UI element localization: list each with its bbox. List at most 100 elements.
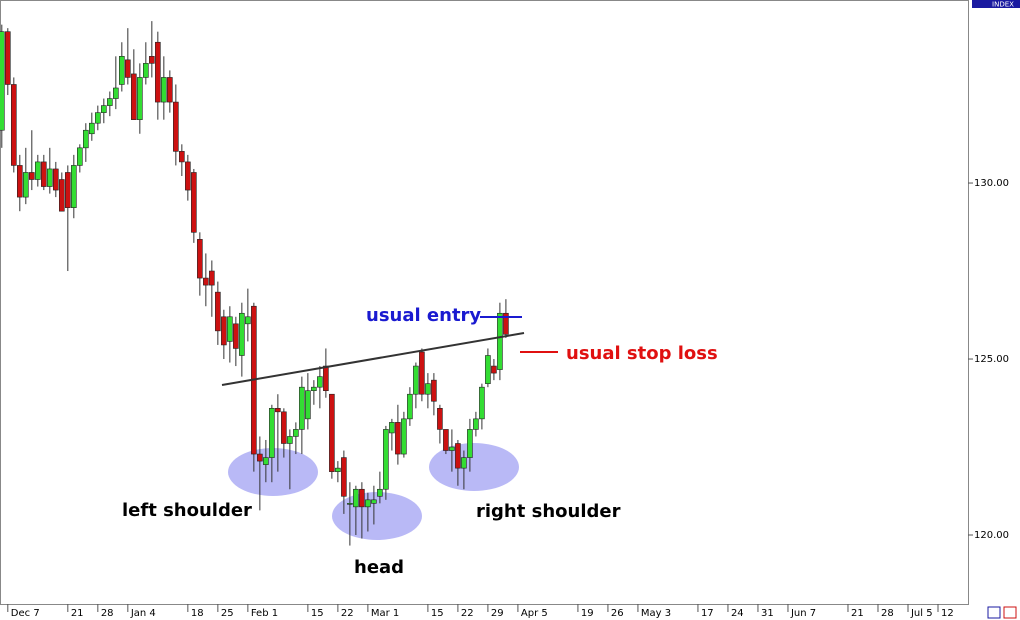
x-tick-label: Dec 7 — [11, 608, 40, 619]
candle-body — [149, 56, 155, 64]
candle-body — [407, 393, 413, 420]
candle-body — [209, 270, 215, 286]
candle-body — [143, 63, 149, 78]
candle-body — [107, 98, 113, 106]
candle-body — [449, 446, 455, 451]
candle-body — [359, 488, 365, 508]
x-tick-label: May 3 — [641, 608, 671, 619]
x-tick-label: 24 — [731, 608, 744, 619]
candle-body — [275, 407, 281, 413]
candle-body — [11, 84, 17, 166]
annotation: right shoulder — [476, 501, 621, 522]
candle-body — [191, 172, 197, 233]
candle-body — [65, 172, 71, 208]
candle-body — [497, 312, 503, 370]
x-tick-label: 22 — [461, 608, 474, 619]
candle-body — [17, 165, 23, 198]
annotation: usual stop loss — [566, 343, 718, 364]
candle-body — [431, 379, 437, 402]
candle-body — [161, 77, 167, 103]
x-tick-label: Mar 1 — [371, 608, 399, 619]
candle-body — [371, 499, 377, 504]
x-tick-label: Apr 5 — [521, 608, 548, 619]
candle-body — [59, 179, 65, 212]
x-tick-label: 12 — [941, 608, 954, 619]
x-tick-label: 29 — [491, 608, 504, 619]
x-tick-label: 25 — [221, 608, 234, 619]
candle-body — [341, 457, 347, 497]
neckline — [221, 332, 525, 386]
close-button[interactable] — [1003, 606, 1017, 619]
x-tick-label: 18 — [191, 608, 204, 619]
x-tick-label: 22 — [341, 608, 354, 619]
candle-body — [503, 312, 509, 335]
y-tick-label: 130.00 — [974, 178, 1009, 189]
annotation: left shoulder — [122, 500, 252, 521]
candle-body — [137, 77, 143, 120]
shoulder-highlight — [228, 448, 318, 496]
candle-body — [215, 291, 221, 332]
candle-body — [383, 429, 389, 490]
candle-body — [473, 418, 479, 430]
candle-body — [365, 499, 371, 508]
x-tick-label: 21 — [851, 608, 864, 619]
candle-body — [197, 239, 203, 279]
candle-body — [5, 31, 11, 85]
candle-body — [221, 316, 227, 346]
candle-body — [413, 365, 419, 395]
candle-body — [257, 453, 263, 462]
candle-body — [155, 41, 161, 103]
head-highlight — [332, 492, 422, 540]
candle-body — [0, 31, 5, 131]
y-tick-label: 125.00 — [974, 354, 1009, 365]
candle-body — [299, 386, 305, 430]
candle-body — [35, 161, 41, 180]
annotation: head — [354, 557, 404, 578]
candle-body — [125, 59, 131, 78]
candle-body — [293, 429, 299, 437]
candle-body — [269, 407, 275, 458]
candle-body — [419, 351, 425, 395]
candle-body — [53, 168, 59, 191]
x-tick-label: Jan 4 — [130, 608, 156, 619]
candle-body — [287, 436, 293, 444]
candle-body — [455, 443, 461, 469]
x-tick-label: Jul 5 — [910, 608, 933, 619]
candle-body — [101, 105, 107, 113]
candle-body — [317, 376, 323, 388]
candle-body — [263, 457, 269, 465]
candle-body — [329, 393, 335, 472]
x-tick-label: 15 — [311, 608, 324, 619]
candle-body — [479, 386, 485, 420]
candle-body — [233, 323, 239, 349]
x-tick-label: 19 — [581, 608, 594, 619]
index-badge — [972, 0, 1020, 8]
shoulder-highlight — [429, 443, 519, 491]
candle-body — [71, 165, 77, 208]
x-tick-label: 21 — [71, 608, 84, 619]
candle-body — [485, 355, 491, 384]
candle-body — [401, 418, 407, 455]
candle-body — [425, 383, 431, 395]
candle-body — [167, 77, 173, 103]
candle-body — [185, 161, 191, 191]
candle-body — [83, 129, 89, 149]
candle-body — [311, 386, 317, 391]
y-tick-label: 120.00 — [974, 530, 1009, 541]
candle-body — [203, 277, 209, 286]
candle-body — [323, 365, 329, 391]
zoom-button[interactable] — [987, 606, 1001, 619]
candle-body — [437, 407, 443, 430]
candle-body — [467, 429, 473, 458]
candle-body — [29, 172, 35, 180]
candle-body — [47, 168, 53, 187]
x-tick-label: 31 — [761, 608, 774, 619]
badge-text: INDEX — [992, 1, 1014, 9]
candle-body — [335, 467, 341, 472]
candle-body — [23, 172, 29, 198]
x-tick-label: 17 — [701, 608, 714, 619]
candle-body — [41, 161, 47, 187]
candle-body — [389, 422, 395, 434]
candle-body — [395, 422, 401, 455]
